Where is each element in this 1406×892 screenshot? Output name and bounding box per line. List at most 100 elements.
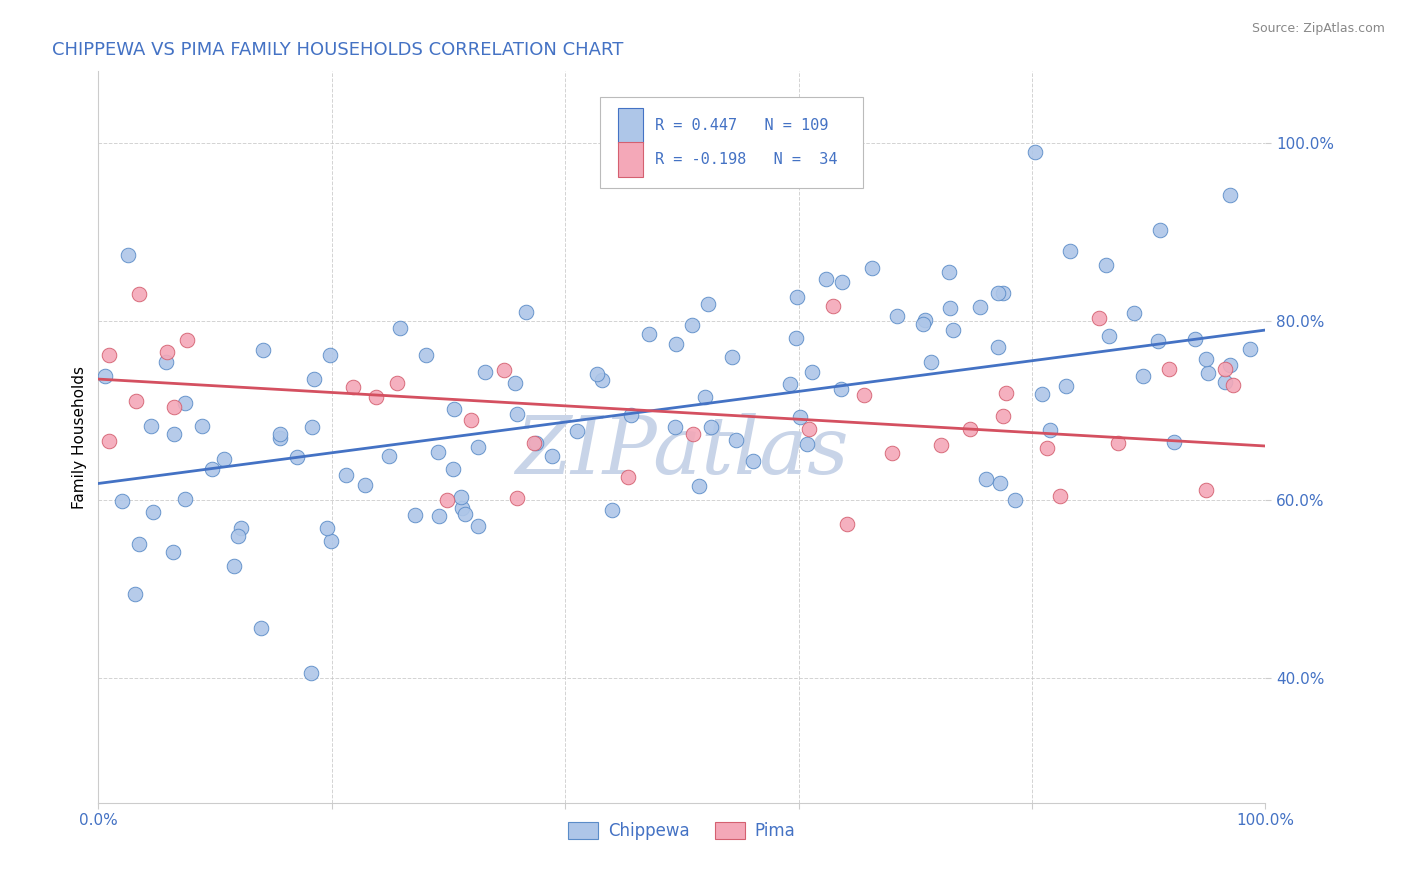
Point: [664, 420, 686, 434]
Point: [880, 446, 903, 460]
Point: [454, 508, 477, 522]
Point: [389, 321, 412, 335]
Point: [155, 355, 177, 369]
Point: [156, 345, 179, 359]
Point: [404, 508, 426, 522]
Point: [474, 366, 496, 380]
Point: [1149, 223, 1171, 237]
Point: [592, 373, 614, 387]
Point: [321, 533, 343, 548]
Point: [443, 401, 465, 416]
Point: [524, 436, 547, 450]
Text: Source: ZipAtlas.com: Source: ZipAtlas.com: [1251, 22, 1385, 36]
Point: [823, 299, 845, 313]
Text: R = 0.447   N = 109: R = 0.447 N = 109: [655, 118, 828, 133]
Point: [912, 318, 935, 332]
Point: [860, 260, 883, 275]
Point: [460, 413, 482, 427]
Point: [789, 409, 811, 424]
Point: [987, 286, 1010, 301]
Point: [786, 289, 808, 303]
Point: [1222, 377, 1244, 392]
Point: [174, 491, 197, 506]
Point: [250, 621, 273, 635]
Point: [214, 452, 236, 467]
Point: [1098, 329, 1121, 343]
Point: [222, 558, 245, 573]
Point: [1036, 441, 1059, 455]
Point: [117, 248, 139, 262]
Point: [993, 409, 1015, 424]
Point: [415, 348, 437, 362]
Legend: Chippewa, Pima: Chippewa, Pima: [561, 815, 803, 847]
Point: [94, 369, 117, 384]
Point: [991, 285, 1014, 300]
Point: [688, 479, 710, 493]
Point: [163, 427, 186, 442]
Point: [111, 494, 134, 508]
Point: [837, 517, 859, 532]
Point: [959, 422, 981, 436]
Point: [1087, 311, 1109, 326]
Point: [128, 287, 150, 301]
Point: [969, 300, 991, 314]
Point: [141, 418, 163, 433]
Point: [1239, 342, 1261, 356]
Point: [1195, 352, 1218, 367]
Point: [1213, 376, 1236, 390]
Bar: [617, 143, 644, 178]
Point: [720, 350, 742, 364]
Point: [682, 426, 704, 441]
Point: [987, 340, 1010, 354]
Point: [920, 355, 942, 369]
Point: [974, 472, 997, 486]
Point: [252, 343, 274, 357]
Point: [201, 462, 224, 476]
Point: [799, 422, 821, 436]
Point: [541, 449, 564, 463]
Point: [443, 462, 465, 476]
Point: [929, 438, 952, 452]
Point: [1094, 258, 1116, 272]
Point: [299, 666, 322, 681]
Point: [364, 390, 387, 404]
Point: [229, 521, 252, 535]
Point: [1219, 187, 1241, 202]
Point: [938, 265, 960, 279]
Point: [436, 492, 458, 507]
Point: [387, 376, 409, 390]
Text: CHIPPEWA VS PIMA FAMILY HOUSEHOLDS CORRELATION CHART: CHIPPEWA VS PIMA FAMILY HOUSEHOLDS CORRE…: [52, 41, 623, 59]
Point: [97, 434, 120, 448]
Point: [942, 323, 965, 337]
Point: [1146, 334, 1168, 348]
Point: [600, 503, 623, 517]
Point: [450, 491, 472, 505]
Point: [173, 395, 195, 409]
Point: [616, 470, 638, 484]
Point: [796, 437, 818, 451]
Point: [1215, 362, 1237, 376]
Point: [190, 418, 212, 433]
Point: [1049, 489, 1071, 503]
Point: [1054, 378, 1077, 392]
Point: [1163, 435, 1185, 450]
Point: [1219, 358, 1241, 372]
Point: [1039, 423, 1062, 437]
Point: [467, 440, 489, 454]
FancyBboxPatch shape: [600, 97, 863, 188]
Point: [451, 500, 474, 515]
Point: [124, 394, 146, 409]
Point: [342, 380, 364, 394]
Point: [226, 529, 249, 543]
Point: [994, 386, 1017, 401]
Point: [316, 521, 339, 535]
Point: [142, 505, 165, 519]
Point: [665, 337, 688, 351]
Point: [1024, 145, 1046, 159]
Point: [831, 275, 853, 289]
Point: [620, 408, 643, 422]
Point: [301, 420, 323, 434]
Point: [695, 390, 717, 404]
Point: [1195, 483, 1218, 498]
Point: [939, 301, 962, 316]
